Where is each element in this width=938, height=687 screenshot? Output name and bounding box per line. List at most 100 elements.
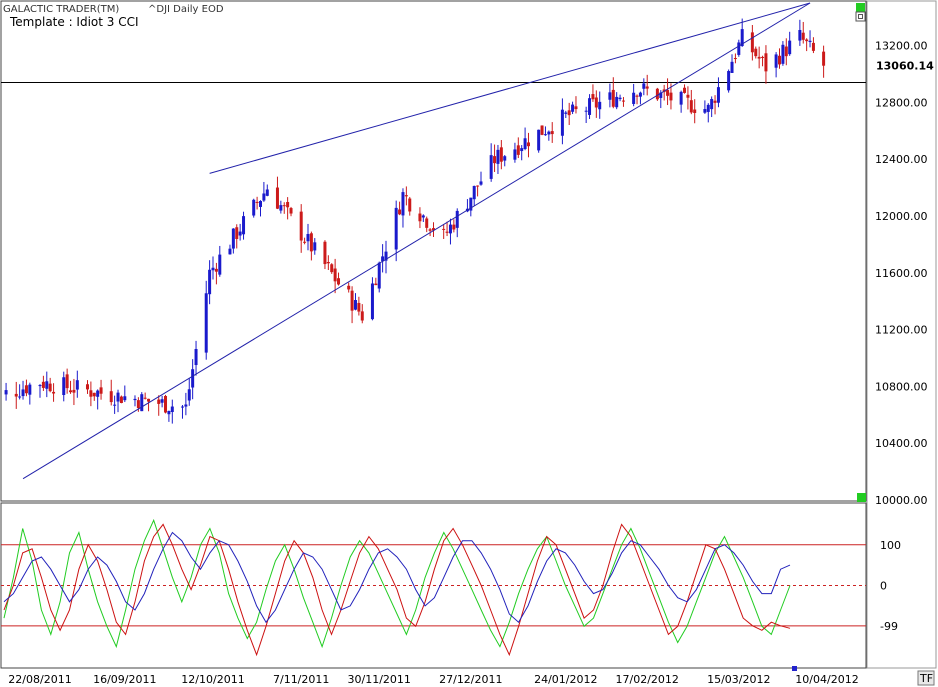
candle-body [394, 207, 398, 250]
cci-series-line [3, 531, 791, 624]
candle-body [65, 374, 69, 389]
candle-body [167, 410, 171, 415]
candle-body [445, 231, 449, 233]
tf-button-label: TF [919, 672, 933, 685]
candle-body [710, 99, 714, 110]
x-tick-label: 15/03/2012 [707, 673, 770, 686]
candle-body [184, 404, 188, 407]
candle-body [116, 392, 120, 402]
candle-body [109, 391, 113, 403]
candle-body [48, 383, 52, 392]
candle-body [608, 92, 612, 100]
candle-body [330, 264, 334, 273]
candle-body [228, 248, 232, 255]
x-tick-label: 27/12/2011 [439, 673, 502, 686]
candle-body [730, 61, 734, 73]
candle-body [757, 56, 761, 59]
candle-body [801, 32, 805, 40]
candle-body [655, 88, 659, 100]
candle-body [560, 109, 564, 136]
price-y-tick-label: 11600.00 [875, 267, 928, 280]
candle-body [262, 193, 266, 201]
candle-body [374, 283, 378, 286]
candle-body [347, 285, 351, 290]
candle-body [242, 216, 246, 235]
candle-body [313, 242, 317, 251]
candle-body [452, 224, 456, 230]
candle-body [737, 42, 741, 55]
scroll-marker[interactable] [792, 666, 797, 671]
candle-body [140, 394, 144, 412]
candle-body [309, 233, 313, 252]
candle-body [540, 125, 544, 135]
candle-body [85, 384, 89, 390]
candle-body [408, 198, 412, 212]
price-y-tick-label: 12800.00 [875, 96, 928, 109]
panel-toggle-button[interactable] [855, 11, 866, 22]
candle-body [499, 147, 503, 162]
candle-body [381, 256, 385, 262]
candle-body [703, 109, 707, 113]
candle-body [822, 51, 826, 66]
candle-body [75, 380, 79, 390]
tf-button[interactable] [917, 670, 935, 686]
candle-body [384, 251, 388, 261]
x-tick-label: 12/10/2011 [181, 673, 244, 686]
candle-body [398, 209, 402, 215]
candle-body [713, 100, 717, 103]
candle-body [591, 94, 595, 100]
green-marker-bottom[interactable] [857, 493, 866, 502]
candle-body [231, 228, 235, 249]
candle-body [92, 392, 96, 397]
candle-body [255, 201, 259, 203]
template-label: Template : Idiot 3 CCI [9, 15, 139, 29]
candle-body [303, 241, 307, 243]
candle-body [778, 55, 782, 65]
candle-body [513, 149, 517, 160]
candle-body [194, 348, 198, 366]
candle-body [211, 267, 215, 271]
candle-body [38, 385, 42, 387]
green-marker-top[interactable] [856, 3, 865, 12]
candle-body [21, 389, 25, 397]
candle-body [761, 56, 765, 58]
candle-body [567, 110, 571, 116]
x-tick-label: 22/08/2011 [8, 673, 71, 686]
candle-body [72, 389, 76, 393]
candle-body [632, 92, 636, 104]
candle-body [404, 195, 408, 197]
candle-body [418, 213, 422, 222]
candle-body [265, 189, 269, 196]
candle-body [442, 228, 446, 230]
candle-body [666, 89, 670, 96]
price-y-tick-label: 13200.00 [875, 40, 928, 53]
price-y-tick-label: 12400.00 [875, 153, 928, 166]
candle-body [489, 155, 493, 179]
candle-body [645, 86, 649, 89]
candle-body [425, 218, 429, 228]
candle-body [781, 44, 785, 64]
y-axis-frame [866, 0, 937, 669]
candle-body [133, 398, 137, 401]
price-y-grid: 13200.00 12800.00 12400.00 12000.00 11600.00… [1, 40, 934, 507]
candle-body [421, 215, 425, 218]
candle-body [588, 98, 592, 115]
candle-body [635, 95, 639, 97]
candle-body [337, 278, 341, 285]
x-tick-label: 16/09/2011 [93, 673, 156, 686]
candle-body [89, 390, 93, 397]
candle-body [326, 261, 330, 264]
candle-body [45, 381, 49, 389]
symbol-label: ^DJI Daily EOD [148, 4, 224, 15]
candle-body [157, 399, 161, 404]
candle-body [370, 283, 374, 320]
candle-body [659, 92, 663, 98]
app-title: GALACTIC TRADER(TM) [3, 4, 119, 15]
candle-body [733, 58, 737, 60]
cci-lines [3, 518, 791, 657]
cci-y-tick-label: -99 [880, 620, 898, 633]
candle-body [693, 109, 697, 114]
candle-body [62, 377, 66, 396]
candle-body [476, 185, 480, 187]
